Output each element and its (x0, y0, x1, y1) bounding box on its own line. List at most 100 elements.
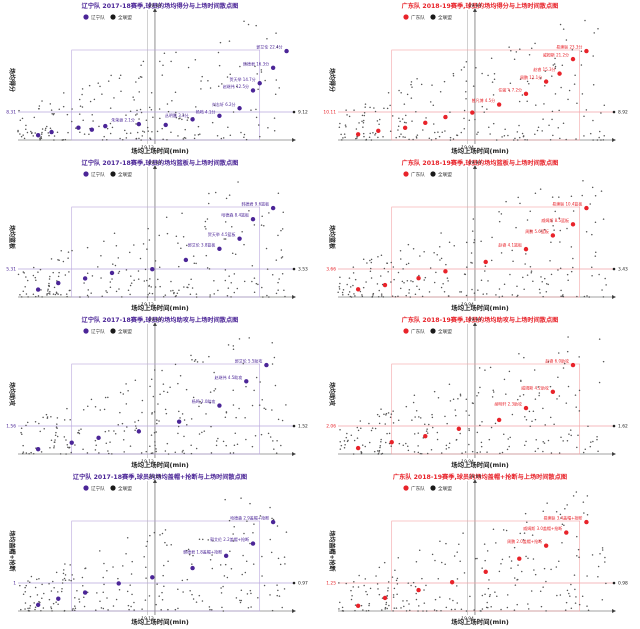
league-point (485, 606, 488, 609)
league-point (403, 605, 405, 608)
league-point (142, 130, 144, 133)
league-point (262, 296, 264, 298)
league-point (418, 416, 420, 418)
league-point (107, 450, 109, 452)
league-point (414, 585, 417, 588)
league-point (361, 120, 363, 122)
y-axis-label: 场均盖帽+抢断 (328, 530, 336, 571)
league-point (164, 408, 167, 411)
team-point (443, 114, 448, 120)
league-point (567, 98, 569, 101)
league-point (492, 122, 495, 125)
league-point (41, 100, 43, 102)
league-point (240, 589, 243, 592)
legend-marker-league (430, 328, 436, 334)
league-point (245, 63, 247, 65)
team-point (543, 79, 549, 84)
league-point (48, 134, 50, 137)
league-point (477, 131, 479, 133)
league-point (83, 282, 85, 284)
league-point (408, 138, 410, 141)
league-point (468, 427, 470, 430)
league-point (575, 406, 577, 408)
league-point (144, 268, 147, 271)
league-point (511, 294, 514, 296)
league-point (107, 609, 109, 611)
league-point (479, 610, 482, 612)
league-point (449, 136, 452, 139)
league-point (66, 407, 68, 410)
team-point (237, 236, 242, 241)
league-point (526, 219, 529, 221)
league-point (576, 554, 578, 557)
league-point (158, 595, 160, 597)
league-point (536, 129, 539, 132)
league-point (241, 573, 243, 576)
league-point (138, 137, 140, 140)
league-point (482, 293, 484, 295)
league-point (575, 138, 577, 140)
ref-x-bottom-label: 19.13 (141, 145, 154, 151)
league-point (603, 104, 606, 106)
league-point (377, 256, 379, 258)
league-point (362, 122, 365, 124)
league-point (459, 393, 462, 396)
league-point (452, 599, 454, 602)
league-point (117, 257, 120, 259)
league-point (90, 292, 92, 294)
league-point (582, 451, 585, 454)
league-point (135, 427, 138, 429)
team-point (264, 362, 269, 368)
league-point (43, 428, 45, 430)
ref-x-top-label: 19.94 (469, 474, 482, 480)
team-point (217, 403, 222, 408)
league-point (534, 450, 537, 452)
league-point (513, 139, 515, 141)
league-point (369, 267, 372, 270)
league-point (121, 296, 123, 298)
league-point (226, 294, 229, 297)
league-point (129, 584, 131, 586)
league-point (253, 389, 255, 392)
league-point (601, 549, 604, 551)
league-point (259, 515, 262, 517)
league-point (583, 115, 585, 117)
league-point (181, 579, 184, 582)
x-axis-label: 场均上场时间(min) (451, 617, 509, 626)
league-point (477, 289, 479, 291)
league-point (265, 247, 268, 250)
league-point (100, 255, 102, 257)
league-point (483, 111, 485, 113)
ref-x-bottom-label: 19.94 (461, 459, 474, 465)
league-point (352, 272, 355, 274)
league-point (405, 263, 408, 266)
league-point (374, 132, 377, 135)
league-point (227, 287, 230, 289)
player-label: 易建联 3.4盖帽+抢断 (543, 515, 582, 521)
league-point (585, 231, 588, 233)
league-point (50, 606, 52, 608)
league-point (57, 591, 59, 593)
league-point (37, 271, 39, 273)
league-point (130, 573, 133, 575)
league-point (586, 575, 588, 577)
league-point (151, 131, 153, 133)
league-point (490, 426, 493, 429)
league-point (448, 383, 451, 385)
league-point (27, 580, 29, 582)
league-point (452, 72, 455, 75)
league-point (435, 271, 437, 274)
league-point (481, 567, 483, 569)
team-point (584, 519, 589, 525)
league-point (103, 562, 105, 565)
league-point (598, 136, 600, 139)
league-point (519, 395, 521, 397)
league-point (426, 452, 429, 455)
team-point (483, 259, 488, 265)
league-point (46, 294, 48, 296)
league-point (229, 134, 232, 137)
league-point (281, 228, 284, 230)
league-point (128, 608, 130, 611)
